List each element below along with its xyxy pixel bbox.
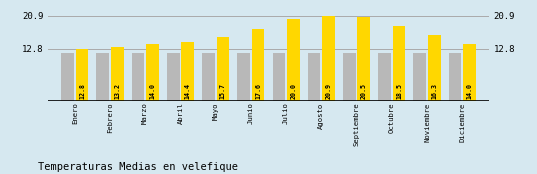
Text: 16.3: 16.3 xyxy=(431,83,437,99)
Bar xyxy=(182,42,194,101)
Bar xyxy=(237,53,250,101)
Bar xyxy=(428,35,440,101)
Bar xyxy=(463,44,476,101)
Text: 18.5: 18.5 xyxy=(396,83,402,99)
Bar xyxy=(358,17,370,101)
Text: 12.8: 12.8 xyxy=(79,83,85,99)
Bar xyxy=(378,53,391,101)
Bar xyxy=(413,53,426,101)
Text: 14.0: 14.0 xyxy=(149,83,155,99)
Text: 20.5: 20.5 xyxy=(361,83,367,99)
Text: 15.7: 15.7 xyxy=(220,83,226,99)
Bar xyxy=(308,53,321,101)
Bar xyxy=(449,53,461,101)
Text: 13.2: 13.2 xyxy=(114,83,120,99)
Text: 20.9: 20.9 xyxy=(325,83,331,99)
Text: 14.0: 14.0 xyxy=(467,83,473,99)
Text: 20.0: 20.0 xyxy=(291,83,296,99)
Bar xyxy=(146,44,159,101)
Bar xyxy=(76,49,88,101)
Bar xyxy=(167,53,179,101)
Bar xyxy=(343,53,355,101)
Bar xyxy=(287,19,300,101)
Bar xyxy=(202,53,215,101)
Text: 14.4: 14.4 xyxy=(185,83,191,99)
Text: Temperaturas Medias en velefique: Temperaturas Medias en velefique xyxy=(38,162,237,172)
Bar xyxy=(393,26,405,101)
Bar xyxy=(322,16,335,101)
Bar xyxy=(216,37,229,101)
Bar xyxy=(61,53,74,101)
Bar xyxy=(273,53,285,101)
Bar xyxy=(132,53,144,101)
Bar xyxy=(97,53,109,101)
Bar xyxy=(111,47,124,101)
Text: 17.6: 17.6 xyxy=(255,83,261,99)
Bar xyxy=(252,29,264,101)
